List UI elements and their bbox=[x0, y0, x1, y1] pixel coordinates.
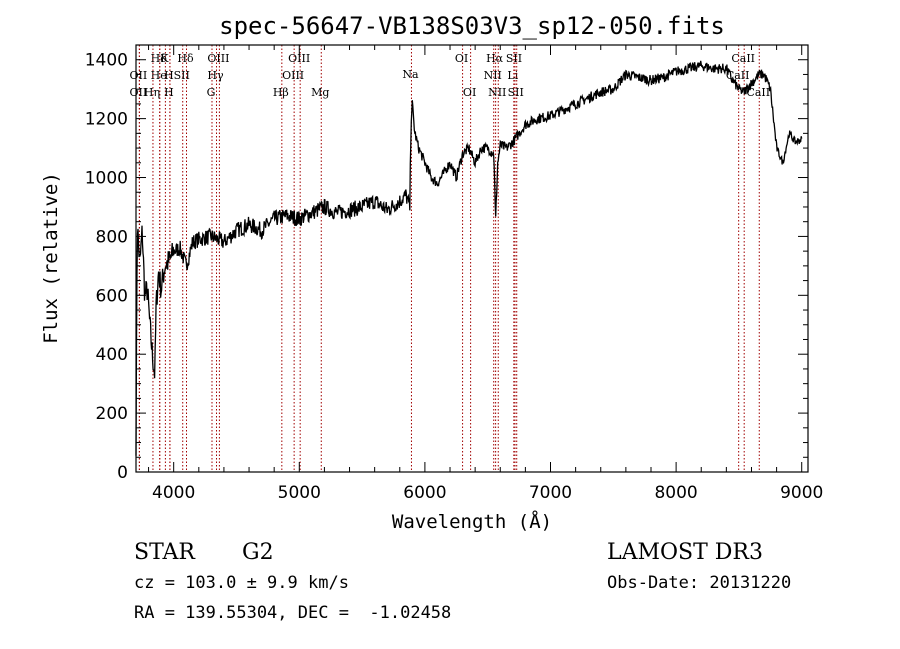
x-tick-label: 5000 bbox=[278, 483, 321, 503]
flux-series-line bbox=[135, 60, 803, 456]
spectral-line-label: Hδ bbox=[151, 52, 168, 65]
spectral-line-label: CaII bbox=[746, 86, 770, 99]
spectral-line-label: Na bbox=[402, 68, 419, 81]
y-tick-label: 800 bbox=[96, 227, 128, 247]
x-tick-label: 7000 bbox=[529, 483, 572, 503]
spectral-line-label: OIII bbox=[207, 52, 229, 65]
y-tick-label: 400 bbox=[96, 345, 128, 365]
spectral-line-label: SII bbox=[508, 86, 524, 99]
spectral-line-label: OIII bbox=[288, 52, 310, 65]
spectral-line-label: NII bbox=[488, 86, 506, 99]
chart-title: spec-56647-VB138S03V3_sp12-050.fits bbox=[219, 12, 725, 40]
y-tick-label: 200 bbox=[96, 404, 128, 424]
spectral-line-label: Hη bbox=[144, 86, 160, 99]
object-class: STAR bbox=[134, 540, 195, 565]
spectral-line-label: OII bbox=[130, 86, 148, 99]
spectral-line-label: SII bbox=[506, 52, 522, 65]
spectral-line-label: SII bbox=[174, 69, 190, 82]
spectral-line-label: OII bbox=[130, 69, 148, 82]
spectral-line-label: OI bbox=[463, 86, 476, 99]
spectral-line-label: Hδ bbox=[177, 52, 194, 65]
spectral-line-label: OI bbox=[455, 52, 468, 65]
axis-ticks: 4000 5000 6000 7000 8000 9000 0 200 400 600 800 100… bbox=[85, 45, 823, 503]
spectral-line-label: Hα bbox=[486, 52, 504, 65]
plot-frame bbox=[135, 44, 809, 473]
velocity-readout: cz = 103.0 ± 9.9 km/s bbox=[134, 573, 349, 593]
y-tick-label: 600 bbox=[96, 286, 128, 306]
spectral-line-label: K bbox=[160, 52, 169, 65]
spectral-line-label: He bbox=[151, 69, 167, 82]
spectral-line-label: CaII bbox=[731, 52, 755, 65]
y-tick-label: 1200 bbox=[85, 110, 128, 130]
spectral-line-label: Hβ bbox=[273, 86, 289, 99]
spectral-line-label: Hγ bbox=[207, 69, 224, 82]
spectral-line-label: H bbox=[164, 86, 174, 99]
x-tick-label: 6000 bbox=[403, 483, 446, 503]
spectral-line-label: Mg bbox=[311, 86, 329, 99]
spectral-line-label: NII bbox=[484, 69, 502, 82]
y-tick-label: 1400 bbox=[85, 51, 128, 71]
subclass: G2 bbox=[242, 540, 274, 565]
obs-date: Obs-Date: 20131220 bbox=[607, 573, 792, 593]
x-tick-label: 8000 bbox=[654, 483, 697, 503]
y-tick-label: 0 bbox=[117, 463, 128, 483]
spectral-line-label: H bbox=[164, 69, 174, 82]
x-tick-label: 4000 bbox=[152, 483, 195, 503]
spectral-line-label: G bbox=[207, 86, 216, 99]
x-tick-label: 9000 bbox=[780, 483, 823, 503]
y-axis-label: Flux (relative) bbox=[40, 172, 62, 344]
coordinates-readout: RA = 139.55304, DEC = -1.02458 bbox=[134, 603, 452, 623]
x-axis-label: Wavelength (Å) bbox=[392, 510, 552, 533]
survey-name: LAMOST DR3 bbox=[607, 540, 763, 565]
spectral-line-label: Li bbox=[507, 69, 518, 82]
spectral-line-label: CaII bbox=[726, 69, 750, 82]
spectral-line-label: OIII bbox=[282, 69, 304, 82]
y-tick-label: 1000 bbox=[85, 169, 128, 189]
